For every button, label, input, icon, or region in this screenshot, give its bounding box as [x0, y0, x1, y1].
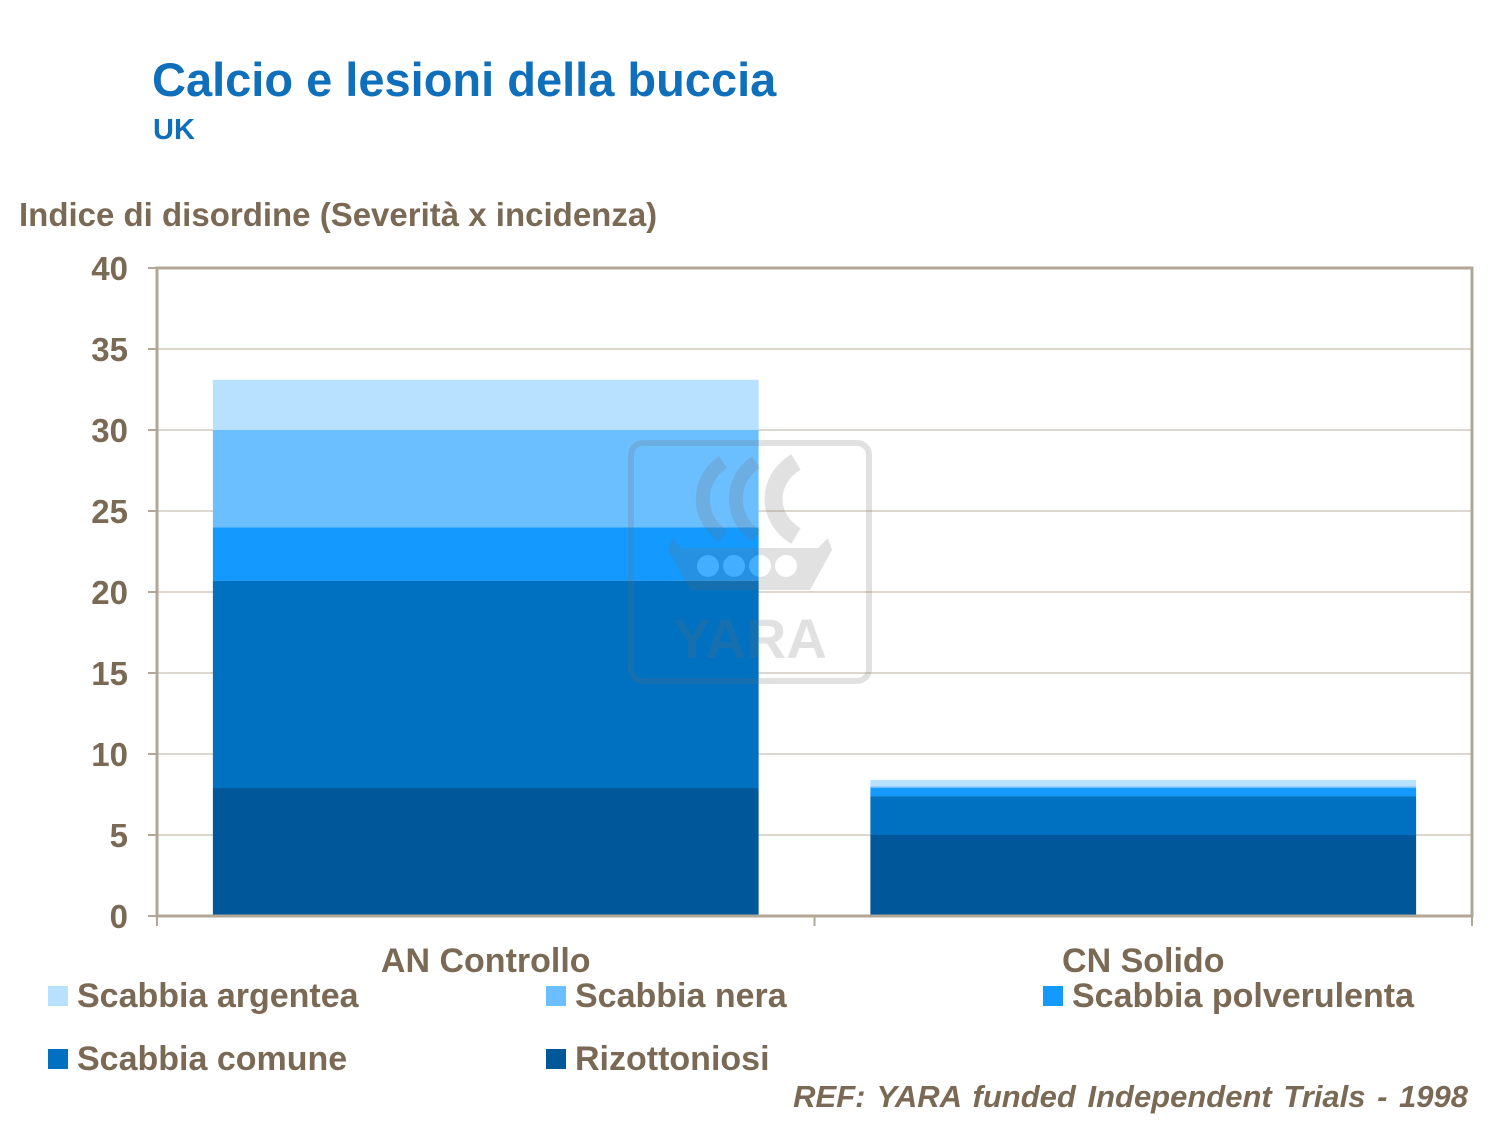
bar-segment: [870, 786, 1417, 789]
watermark-text: YARA: [673, 607, 827, 670]
legend-label: Scabbia polverulenta: [1072, 976, 1414, 1015]
legend-swatch: [546, 986, 566, 1006]
y-tick-label: 20: [91, 574, 128, 611]
legend-label: Scabbia comune: [77, 1039, 348, 1078]
y-tick-label: 40: [91, 250, 128, 287]
y-axis-label: Indice di disordine (Severità x incidenz…: [19, 196, 658, 233]
legend-label: Rizottoniosi: [575, 1039, 770, 1078]
y-tick-label: 10: [91, 736, 128, 773]
yara-logo-watermark: YARA: [628, 440, 872, 689]
y-tick-labels: 0 5 10 15 20 25 30 35 40: [91, 250, 128, 935]
y-tick-label: 0: [110, 898, 128, 935]
legend-item: Scabbia argentea: [48, 976, 359, 1016]
x-category-labels: AN Controllo CN Solido: [381, 942, 1225, 980]
y-tick-label: 15: [91, 655, 128, 692]
legend-item: Rizottoniosi: [546, 1039, 770, 1079]
bar-segment: [212, 580, 759, 789]
legend-item: Scabbia polverulenta: [1043, 976, 1414, 1016]
legend-label: Scabbia nera: [575, 976, 787, 1015]
y-tick-label: 30: [91, 412, 128, 449]
legend-item: Scabbia nera: [546, 976, 787, 1016]
y-tick-label: 25: [91, 493, 128, 530]
x-category-label: CN Solido: [1062, 942, 1224, 980]
legend-swatch: [48, 986, 68, 1006]
legend-item: Scabbia comune: [48, 1039, 347, 1079]
bar-segment: [870, 835, 1417, 916]
y-tick-label: 5: [110, 817, 128, 854]
legend-swatch: [1043, 986, 1063, 1006]
x-category-label: AN Controllo: [381, 942, 591, 980]
legend-label: Scabbia argentea: [77, 976, 359, 1015]
chart-title: Calcio e lesioni della buccia: [152, 53, 777, 106]
bar-segment: [212, 527, 759, 581]
bars: [212, 379, 1417, 916]
bar-segment: [870, 788, 1417, 797]
bar-segment: [212, 788, 759, 916]
y-tick-label: 35: [91, 331, 128, 368]
bar-segment: [212, 430, 759, 528]
bar-segment: [212, 379, 759, 430]
chart-subtitle: UK: [153, 114, 195, 146]
legend-swatch: [546, 1049, 566, 1069]
bar-segment: [870, 779, 1417, 787]
axes: [148, 266, 1474, 926]
bar-segment: [870, 796, 1417, 835]
legend-swatch: [48, 1049, 68, 1069]
reference-note: REF: YARA funded Independent Trials - 19…: [793, 1079, 1468, 1114]
